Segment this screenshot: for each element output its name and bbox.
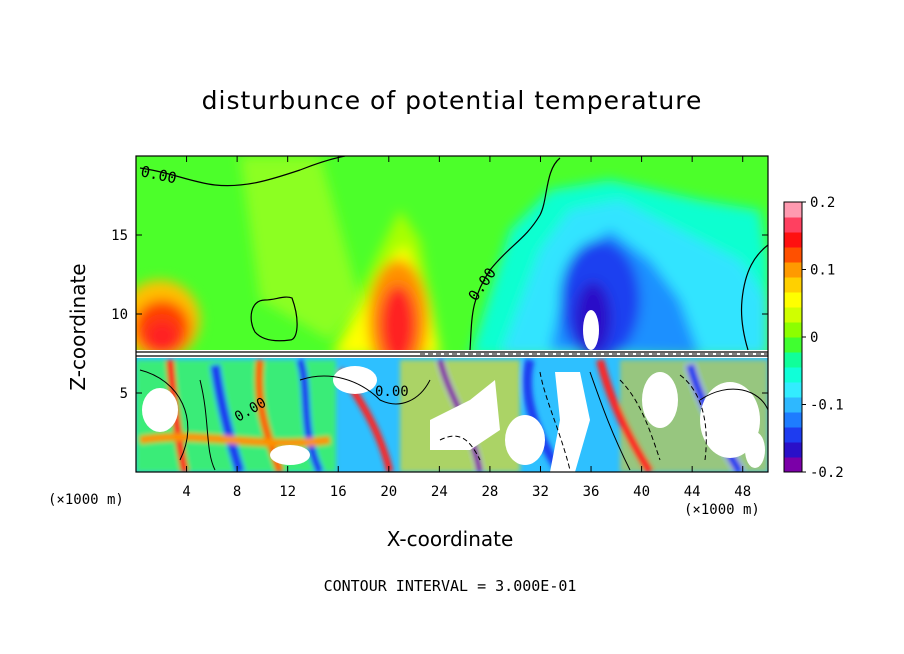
x-tick-label: 20 bbox=[380, 484, 397, 500]
x-unit-label: (×1000 m) bbox=[48, 492, 124, 508]
x-tick-label: 28 bbox=[481, 484, 498, 500]
x-unit-label-right: (×1000 m) bbox=[684, 502, 760, 518]
x-tick-label: 36 bbox=[583, 484, 600, 500]
colorbar-swatch bbox=[784, 382, 802, 398]
y-axis-label: Z-coordinate bbox=[66, 263, 90, 391]
colorbar-swatch bbox=[784, 307, 802, 323]
colorbar-swatch bbox=[784, 397, 802, 413]
colorbar-tick-label: 0 bbox=[810, 330, 818, 346]
colorbar-swatch bbox=[784, 337, 802, 353]
contour-label: 0.00 bbox=[375, 384, 409, 400]
colorbar-swatch bbox=[784, 367, 802, 383]
colorbar-swatch bbox=[784, 202, 802, 218]
y-tick-label: 10 bbox=[111, 307, 128, 323]
x-tick-label: 40 bbox=[633, 484, 650, 500]
plot-field bbox=[136, 156, 768, 472]
x-axis: 4 8 12 16 20 24 28 32 36 40 44 48 bbox=[182, 156, 751, 500]
colorbar-ticks: 0.2 0.1 0 -0.1 -0.2 bbox=[802, 195, 844, 481]
x-tick-label: 24 bbox=[431, 484, 448, 500]
colorbar-swatch bbox=[784, 277, 802, 293]
colorbar-swatch bbox=[784, 412, 802, 428]
x-tick-label: 16 bbox=[330, 484, 347, 500]
y-tick-label: 5 bbox=[120, 386, 128, 402]
x-tick-label: 12 bbox=[279, 484, 296, 500]
colorbar-swatch bbox=[784, 232, 802, 248]
x-tick-label: 44 bbox=[684, 484, 701, 500]
colorbar-tick-label: 0.1 bbox=[810, 263, 835, 279]
x-tick-label: 4 bbox=[182, 484, 190, 500]
x-axis-label: X-coordinate bbox=[386, 527, 514, 551]
colorbar-swatch bbox=[784, 247, 802, 263]
y-axis: 5 10 15 bbox=[111, 228, 768, 402]
colorbar-swatch bbox=[784, 262, 802, 278]
colorbar-swatch bbox=[784, 352, 802, 368]
colorbar-tick-label: 0.2 bbox=[810, 195, 835, 211]
chart-title: disturbunce of potential temperature bbox=[201, 86, 703, 115]
colorbar-tick-label: -0.1 bbox=[810, 398, 844, 414]
colorbar-tick-label: -0.2 bbox=[810, 465, 844, 481]
colorbar-swatch bbox=[784, 322, 802, 338]
x-tick-label: 48 bbox=[734, 484, 751, 500]
colorbar bbox=[783, 201, 803, 473]
x-tick-label: 32 bbox=[532, 484, 549, 500]
y-tick-label: 15 bbox=[111, 228, 128, 244]
x-tick-label: 8 bbox=[233, 484, 241, 500]
colorbar-swatch bbox=[784, 442, 802, 458]
colorbar-swatch bbox=[784, 427, 802, 443]
contour-interval-note: CONTOUR INTERVAL = 3.000E-01 bbox=[323, 577, 577, 595]
colorbar-swatch bbox=[784, 457, 802, 473]
colorbar-swatch bbox=[784, 217, 802, 233]
colorbar-swatch bbox=[784, 292, 802, 308]
